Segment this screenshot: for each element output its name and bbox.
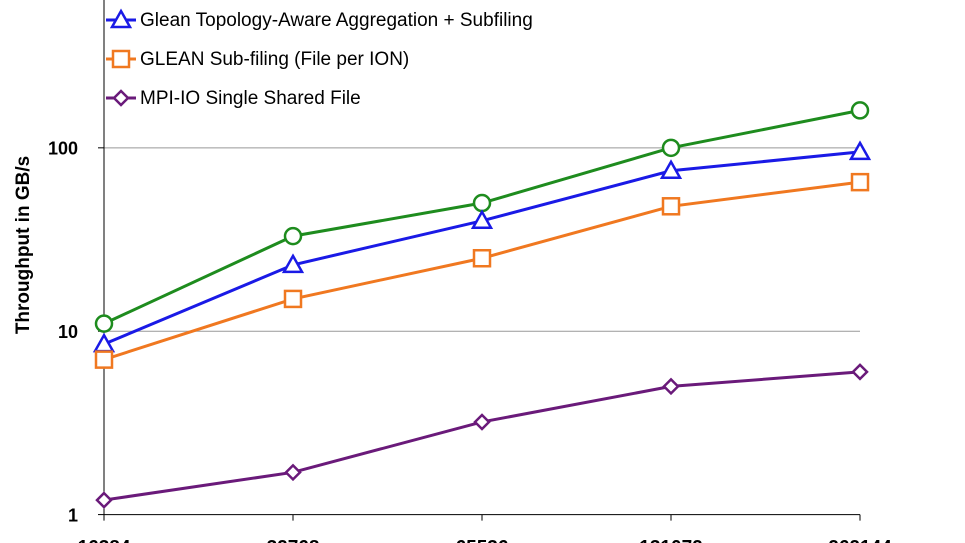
data-point: [472, 193, 492, 213]
data-point: [659, 159, 683, 179]
x-tick-label: 262144: [828, 538, 892, 543]
data-point: [850, 172, 870, 192]
y-axis-label: Throughput in GB/s: [13, 156, 34, 334]
data-point: [95, 491, 113, 509]
data-point: [472, 248, 492, 268]
legend-marker: [112, 89, 130, 107]
y-tick-label: 100: [48, 139, 78, 159]
data-point: [662, 377, 680, 396]
data-point: [850, 101, 870, 120]
data-point: [283, 289, 303, 309]
x-tick-label: 16384: [78, 538, 131, 543]
x-tick-label: 65536: [456, 538, 509, 543]
data-point: [661, 138, 681, 158]
series-line: [103, 150, 861, 346]
data-point: [851, 363, 869, 381]
data-point: [92, 332, 116, 353]
data-point: [284, 463, 302, 482]
y-tick-label: 1: [68, 505, 78, 525]
y-tick-label: 10: [58, 322, 78, 342]
data-point: [283, 226, 303, 246]
data-point: [470, 209, 494, 230]
x-tick-label: 131072: [639, 538, 702, 543]
legend-label: GLEAN Sub-filing (File per ION): [140, 49, 409, 70]
data-point: [94, 314, 114, 333]
legend-marker: [109, 8, 133, 29]
legend-label: Glean Topology-Aware Aggregation + Subfi…: [140, 10, 533, 31]
series-line: [103, 370, 861, 502]
data-point: [94, 350, 114, 369]
x-tick-label: 32768: [267, 538, 320, 543]
legend-label: MPI-IO Single Shared File: [140, 88, 361, 109]
data-point: [473, 413, 491, 431]
data-point: [281, 253, 305, 274]
data-point: [848, 140, 872, 161]
data-point: [661, 197, 681, 216]
legend-marker: [111, 49, 131, 69]
